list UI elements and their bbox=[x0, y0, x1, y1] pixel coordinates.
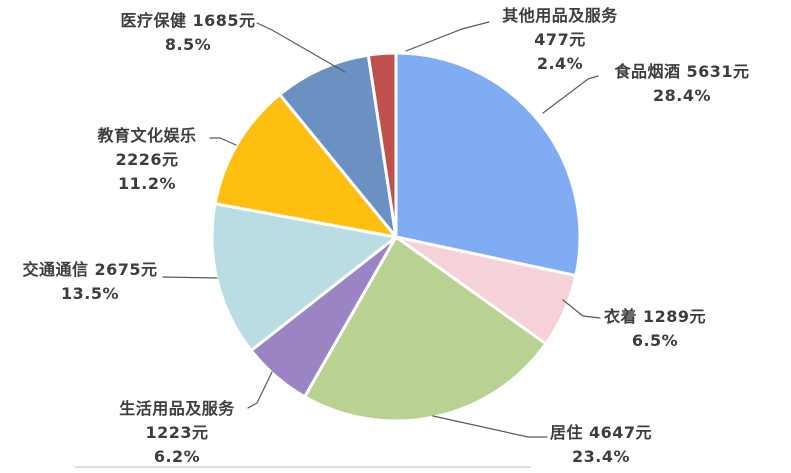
slice-label-line: 11.2% bbox=[117, 174, 176, 193]
slice-label-line: 交通通信 2675元 bbox=[22, 260, 158, 279]
leader-line-医疗保健 bbox=[256, 22, 346, 73]
slice-label-食品烟酒: 食品烟酒 5631元 28.4% bbox=[567, 60, 791, 108]
slice-label-line: 其他用品及服务 bbox=[502, 6, 618, 25]
slice-label-其他用品及服务: 其他用品及服务 477元 2.4% bbox=[445, 4, 675, 76]
slice-label-line: 2.4% bbox=[536, 54, 584, 73]
slice-label-衣着: 衣着 1289元 6.5% bbox=[545, 305, 765, 353]
slice-label-line: 2226元 bbox=[115, 150, 179, 169]
slice-label-line: 13.5% bbox=[60, 284, 119, 303]
slice-label-line: 477元 bbox=[534, 30, 586, 49]
leader-line-交通通信 bbox=[162, 276, 218, 279]
slice-label-line: 食品烟酒 5631元 bbox=[614, 62, 750, 81]
slice-label-教育文化娱乐: 教育文化娱乐 2226元 11.2% bbox=[47, 124, 247, 196]
slice-label-line: 居住 4647元 bbox=[549, 423, 653, 442]
pie-slices-group bbox=[210, 51, 582, 423]
slice-label-医疗保健: 医疗保健 1685元 8.5% bbox=[68, 9, 308, 57]
leader-lines-group bbox=[162, 21, 601, 438]
leader-line-教育文化娱乐 bbox=[209, 137, 237, 146]
leader-line-其他用品及服务 bbox=[405, 21, 490, 52]
leader-line-居住 bbox=[432, 415, 548, 438]
leader-line-衣着 bbox=[562, 299, 601, 319]
pie-slice-医疗保健[interactable] bbox=[278, 53, 398, 239]
slice-label-line: 8.5% bbox=[164, 35, 212, 54]
leader-line-生活用品及服务 bbox=[247, 371, 273, 409]
slice-label-line: 1223元 bbox=[145, 423, 209, 442]
leader-line-食品烟酒 bbox=[542, 75, 599, 114]
slice-label-居住: 居住 4647元 23.4% bbox=[491, 421, 711, 469]
slice-label-line: 6.5% bbox=[631, 331, 679, 350]
pie-slice-教育文化娱乐[interactable] bbox=[213, 92, 398, 239]
slice-label-line: 衣着 1289元 bbox=[603, 307, 707, 326]
pie-slice-其他用品及服务[interactable] bbox=[366, 51, 398, 239]
pie-slice-食品烟酒[interactable] bbox=[394, 51, 582, 278]
pie-slice-交通通信[interactable] bbox=[210, 202, 398, 352]
slice-label-line: 医疗保健 1685元 bbox=[120, 11, 256, 30]
slice-label-交通通信: 交通通信 2675元 13.5% bbox=[0, 258, 185, 306]
slice-label-line: 28.4% bbox=[652, 86, 711, 105]
slice-label-line: 教育文化娱乐 bbox=[97, 126, 197, 145]
slice-label-line: 生活用品及服务 bbox=[119, 399, 235, 418]
slice-label-line: 6.2% bbox=[153, 447, 201, 466]
slice-label-生活用品及服务: 生活用品及服务 1223元 6.2% bbox=[62, 397, 292, 469]
slice-label-line: 23.4% bbox=[571, 447, 630, 466]
bottom-divider-line bbox=[75, 466, 531, 468]
